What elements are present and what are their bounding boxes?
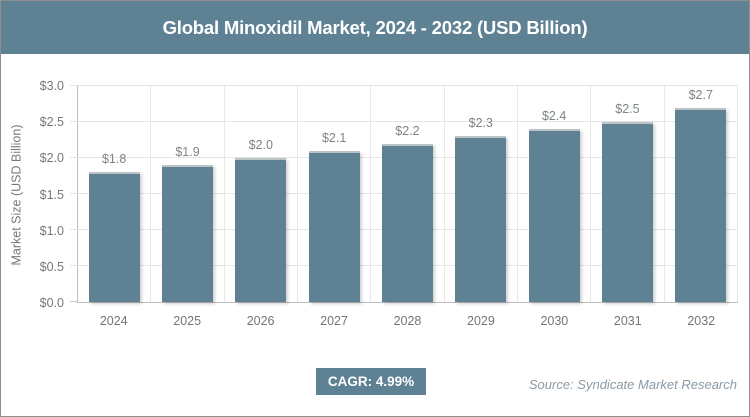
bar-2032 [675,107,727,302]
x-axis-label: 2027 [320,314,348,328]
y-tick-label: $3.0 [39,79,64,93]
y-axis-tick-labels: $0.0 $0.5 $1.0 $1.5 $2.0 $2.5 $3.0 [1,79,64,310]
bar-2026 [235,158,287,302]
plot-area: $1.8 $1.9 $2.0 $2.1 $2.2 $2.3 $2.4 $2.5 $2.7 [70,85,738,303]
bar-value-label: $2.2 [395,123,420,138]
category-2025: $1.9 [151,86,225,302]
x-axis-label: 2032 [687,314,716,328]
bar-value-label: $1.8 [101,152,127,167]
cagr-badge: CAGR: 4.99% [316,368,426,395]
bar-value-label: $2.5 [615,102,640,116]
y-tick-label: $0.0 [39,296,64,310]
category-2032: $2.7 [665,86,738,302]
category-2027: $2.1 [298,86,372,302]
bar-value-label: $2.4 [541,109,567,124]
x-axis-label: 2029 [467,314,495,328]
gridline [70,121,738,122]
bar-2027 [308,150,360,302]
bar-value-label: $2.1 [321,130,347,145]
bar-value-label: $2.0 [248,138,273,153]
category-2028: $2.2 [371,86,445,302]
bar-2028 [381,143,433,302]
gridline [70,85,738,86]
category-2031: $2.5 [591,86,665,302]
x-axis-label: 2030 [540,314,569,328]
bar-2029 [455,136,507,302]
bar-value-label: $2.3 [468,116,493,131]
chart-title-bar: Global Minoxidil Market, 2024 - 2032 (US… [1,1,749,54]
bar-2024 [88,172,140,302]
bar-value-label: $1.9 [175,145,200,160]
x-axis-label: 2026 [246,314,275,328]
bar-2025 [161,165,213,302]
y-tick-label: $2.0 [39,151,64,166]
bar-value-label: $2.7 [688,87,713,102]
x-axis-label: 2024 [99,314,128,328]
x-axis-label: 2025 [173,314,202,328]
category-2026: $2.0 [225,86,298,302]
x-axis-label: 2028 [393,314,422,328]
bar-2030 [528,129,580,302]
x-axis-tick-labels: 2024 2025 2026 2027 2028 2029 2030 2031 2032 [77,314,738,328]
y-tick-label: $2.5 [39,115,64,130]
y-tick-label: $1.0 [39,223,64,238]
category-2029: $2.3 [445,86,518,302]
y-tick-label: $1.5 [39,187,64,202]
category-2030: $2.4 [518,86,592,302]
bar-2031 [601,122,653,302]
bar-series: $1.8 $1.9 $2.0 $2.1 $2.2 $2.3 $2.4 $2.5 $2.7 [78,86,738,302]
x-axis-label: 2031 [613,314,642,328]
source-attribution: Source: Syndicate Market Research [528,377,737,392]
axis-tick [70,301,78,302]
chart-title: Global Minoxidil Market, 2024 - 2032 (US… [162,16,588,38]
y-tick-label: $0.5 [39,259,64,274]
category-2024: $1.8 [78,86,152,302]
